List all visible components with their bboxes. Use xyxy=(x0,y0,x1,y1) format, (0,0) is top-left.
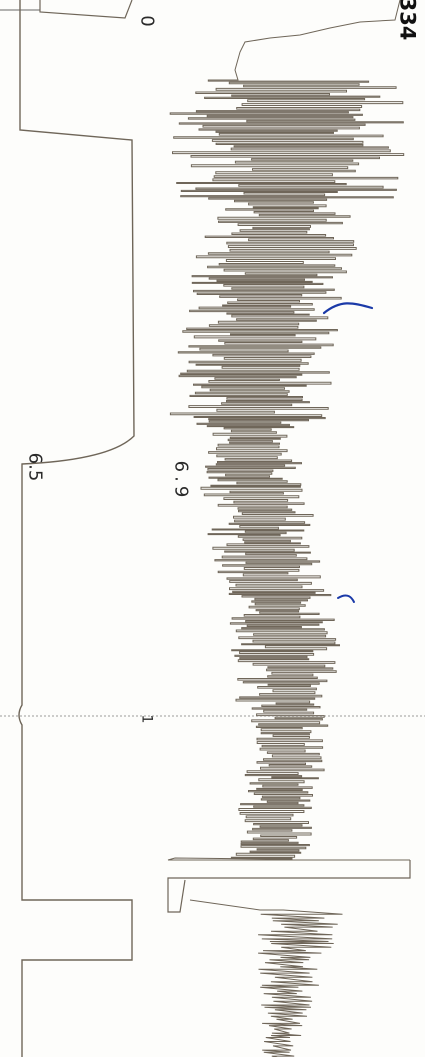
main-signal-trace xyxy=(167,0,410,861)
record-id-label: 334 xyxy=(395,0,420,41)
event-spike xyxy=(39,0,133,19)
tail-signal-trace xyxy=(189,899,343,1057)
pen-annotation-lower xyxy=(337,594,355,603)
event-channel-trace xyxy=(18,0,135,1057)
pen-annotation-upper xyxy=(322,302,374,315)
value-mid-label: 6.9 xyxy=(170,460,192,502)
zero-label: 0 xyxy=(136,15,158,27)
lower-block-trace xyxy=(167,860,411,913)
marker-one-label: 1 xyxy=(138,714,155,724)
value-left-label: 6.5 xyxy=(24,452,46,482)
